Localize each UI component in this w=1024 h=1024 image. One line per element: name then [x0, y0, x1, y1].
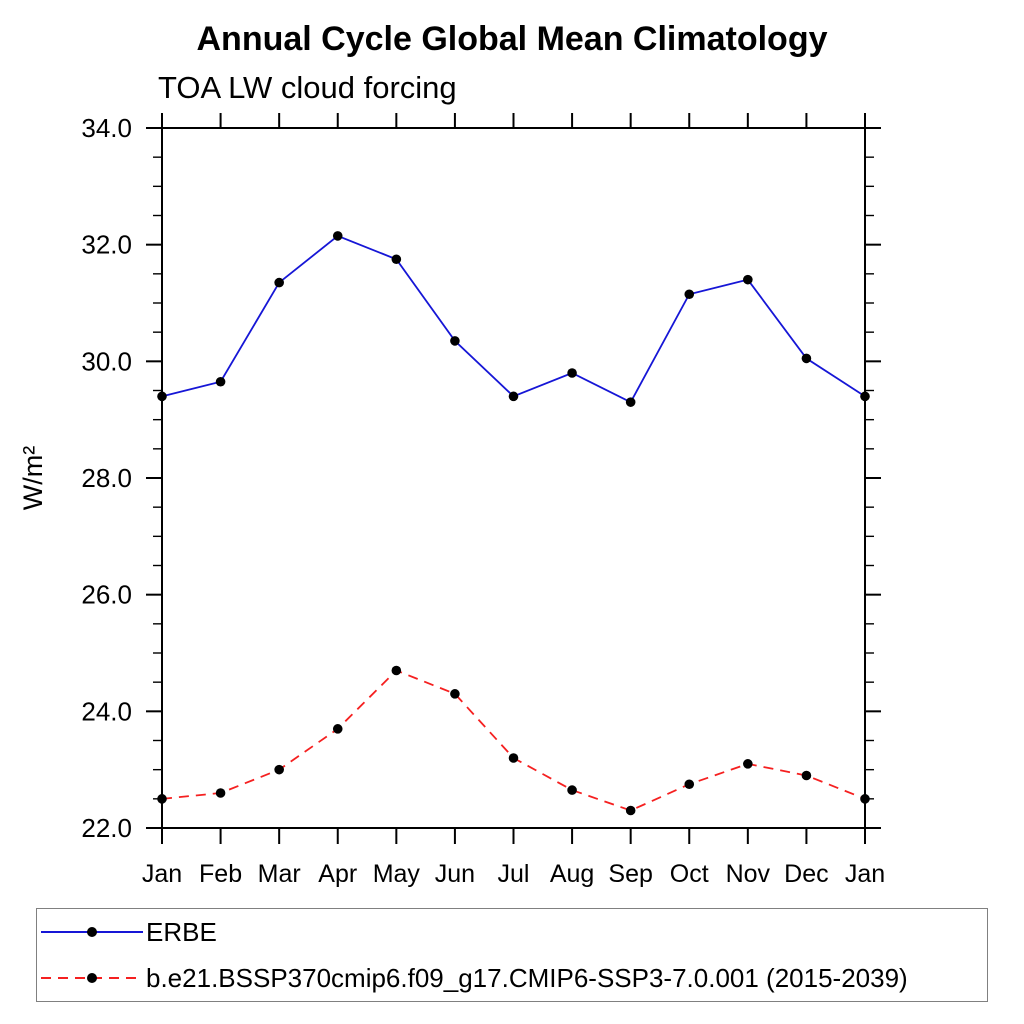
chart-title: Annual Cycle Global Mean Climatology: [196, 20, 828, 58]
legend-item-erbe: ERBE: [37, 917, 987, 947]
svg-text:28.0: 28.0: [81, 463, 132, 493]
svg-text:Dec: Dec: [784, 860, 828, 888]
legend-item-model: b.e21.BSSP370cmip6.f09_g17.CMIP6-SSP3-7.…: [37, 963, 987, 993]
svg-text:26.0: 26.0: [81, 580, 132, 610]
legend-sample-0: [41, 927, 143, 937]
svg-text:Mar: Mar: [258, 860, 301, 888]
svg-text:Nov: Nov: [726, 860, 771, 888]
svg-text:22.0: 22.0: [81, 813, 132, 843]
svg-text:Jul: Jul: [498, 860, 530, 888]
svg-text:Jan: Jan: [142, 860, 182, 888]
svg-text:Apr: Apr: [318, 860, 357, 888]
legend-label-model: b.e21.BSSP370cmip6.f09_g17.CMIP6-SSP3-7.…: [146, 962, 908, 993]
svg-text:Jan: Jan: [845, 860, 885, 888]
svg-text:May: May: [373, 860, 421, 888]
legend-label-erbe: ERBE: [146, 916, 217, 947]
svg-text:34.0: 34.0: [81, 113, 132, 143]
svg-text:Aug: Aug: [550, 860, 594, 888]
chart-subtitle: TOA LW cloud forcing: [158, 70, 457, 105]
svg-text:32.0: 32.0: [81, 230, 132, 260]
svg-text:Feb: Feb: [199, 860, 242, 888]
legend: ERBE b.e21.BSSP370cmip6.f09_g17.CMIP6-SS…: [36, 908, 988, 1002]
svg-text:30.0: 30.0: [81, 346, 132, 376]
svg-text:24.0: 24.0: [81, 696, 132, 726]
svg-text:Jun: Jun: [435, 860, 475, 888]
svg-text:Sep: Sep: [608, 860, 652, 888]
svg-text:Oct: Oct: [670, 860, 709, 888]
legend-sample-1: [41, 973, 143, 983]
